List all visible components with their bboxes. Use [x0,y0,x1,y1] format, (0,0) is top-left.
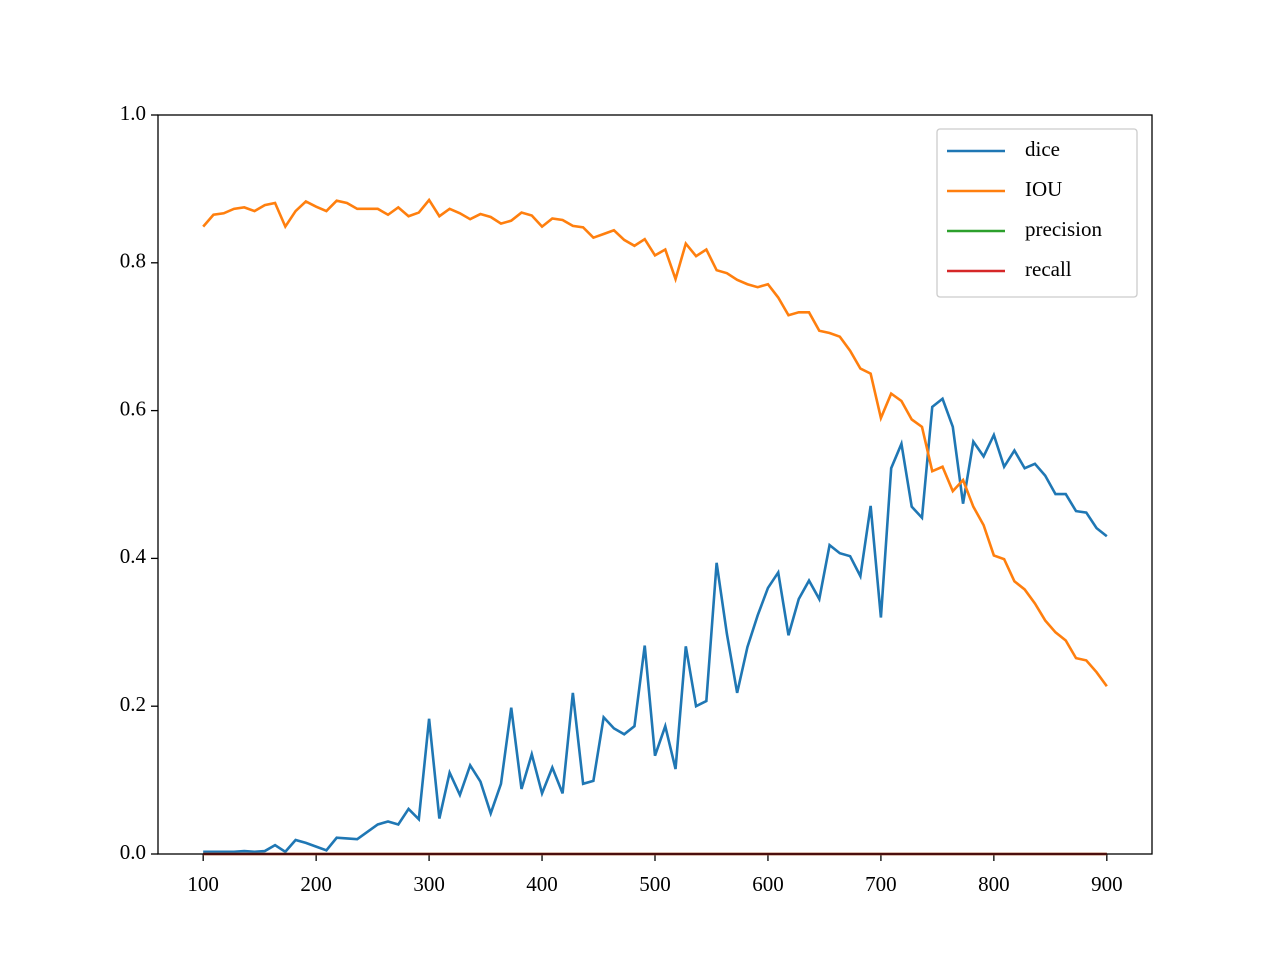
x-tick-label: 600 [752,872,784,896]
y-tick-label: 0.6 [120,396,146,420]
axes-frame [157,114,1153,855]
x-tick-label: 200 [300,872,332,896]
series-line [203,396,1108,854]
x-tick-label: 500 [639,872,671,896]
legend-label: recall [1025,257,1072,281]
legend-label: precision [1025,217,1102,241]
x-tick-label: 800 [978,872,1010,896]
legend-label: IOU [1025,177,1062,201]
x-tick-label: 300 [413,872,445,896]
y-tick-label: 0.0 [120,840,146,864]
series-line [202,197,1108,688]
legend-box [936,128,1138,298]
x-tick-label: 400 [526,872,558,896]
y-tick-label: 0.4 [120,544,147,568]
legend-label: dice [1025,137,1060,161]
x-tick-label: 900 [1091,872,1123,896]
y-tick-label: 1.0 [120,101,146,125]
y-tick-label: 0.8 [120,249,146,273]
x-tick-label: 700 [865,872,897,896]
x-tick-label: 100 [187,872,219,896]
y-tick-label: 0.2 [120,692,146,716]
